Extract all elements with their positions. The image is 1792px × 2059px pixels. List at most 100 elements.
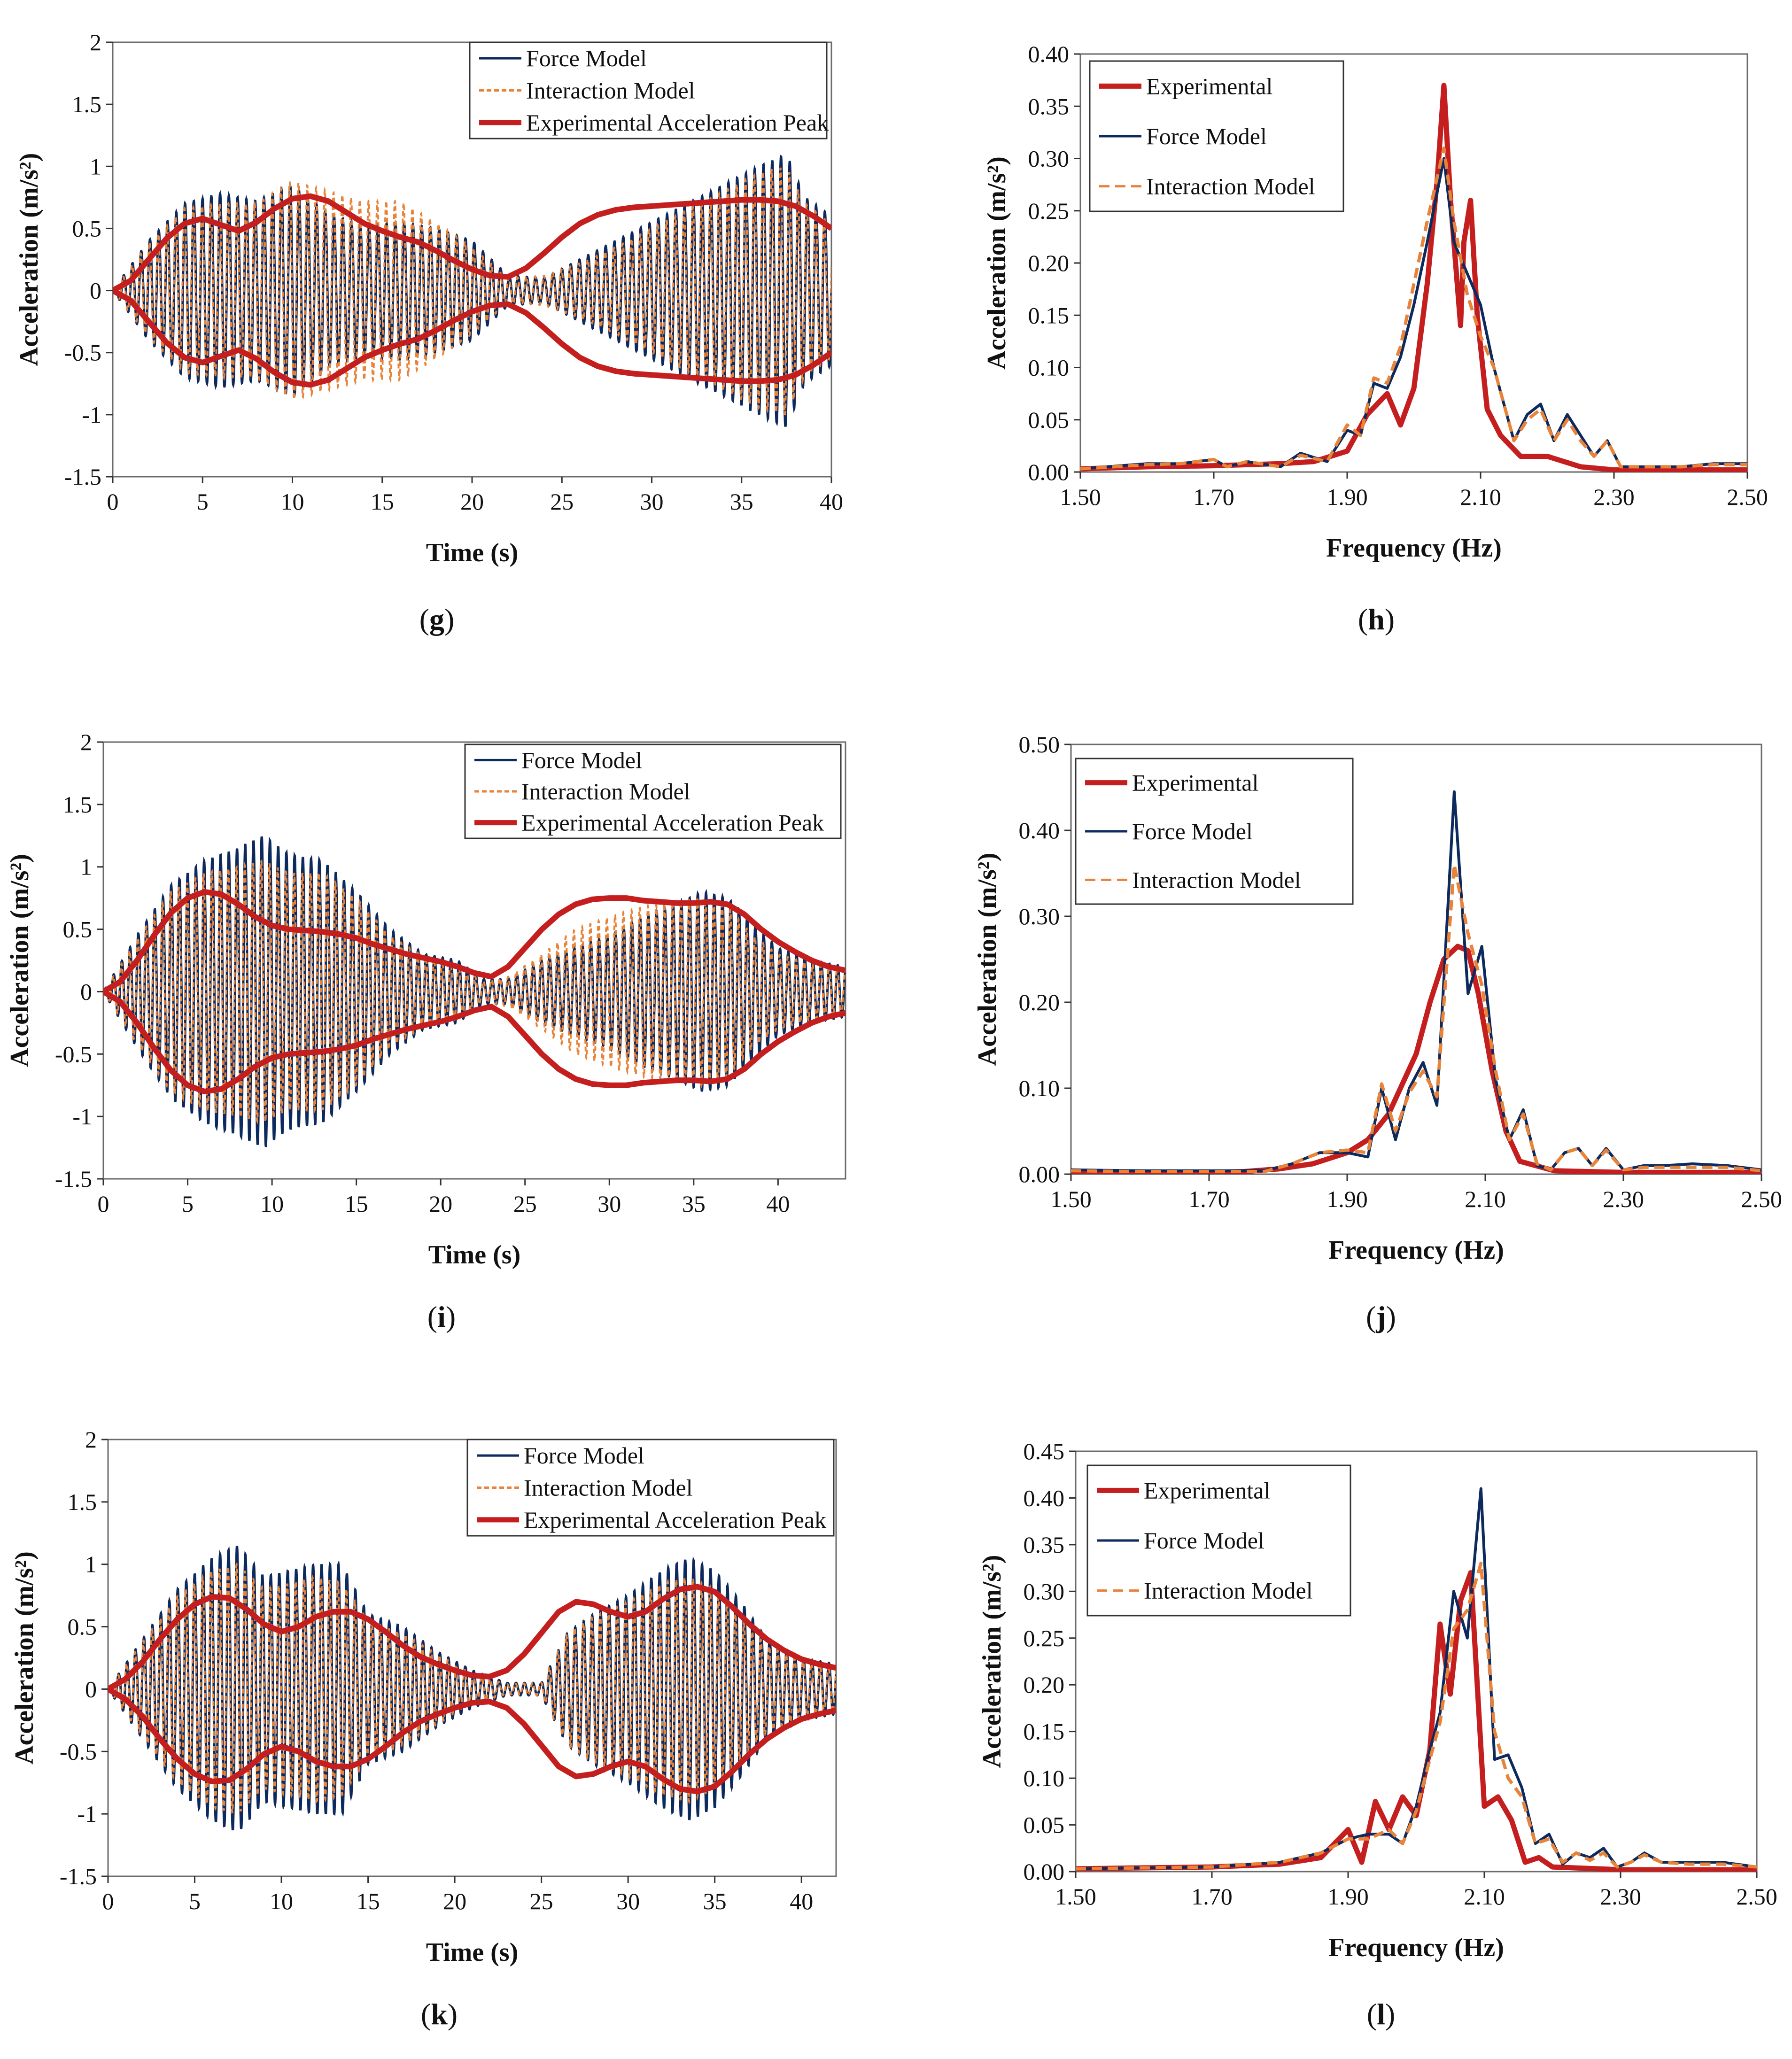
legend-label: Force Model — [1132, 818, 1253, 844]
y-tick-label: 0.40 — [1019, 817, 1060, 844]
x-axis-title: Frequency (Hz) — [1326, 534, 1502, 563]
x-tick-label: 2.10 — [1460, 484, 1501, 510]
y-tick-label: 0.25 — [1024, 1625, 1065, 1651]
x-tick-label: 1.70 — [1188, 1186, 1230, 1212]
x-tick-label: 40 — [766, 1191, 790, 1217]
legend: Force Model Interaction Model Experimental… — [469, 41, 829, 139]
plot-series — [1076, 1487, 1757, 1872]
legend: Force Model Interaction Model Experimental… — [466, 1439, 835, 1537]
x-tick-label: 35 — [703, 1888, 727, 1914]
y-tick-label: -1.5 — [60, 1863, 97, 1889]
y-tick-label: -1 — [77, 1801, 97, 1827]
panel-caption: (h) — [1358, 603, 1395, 636]
y-tick-label: 0.25 — [1028, 198, 1070, 224]
x-tick-label: 0 — [107, 488, 119, 515]
legend-label: Interaction Model — [524, 1475, 693, 1501]
y-tick-label: 0.00 — [1028, 459, 1070, 485]
y-tick-label: 0.20 — [1028, 250, 1070, 276]
y-tick-label: -1 — [72, 1103, 92, 1130]
y-axis-title: Acceleration (m/s²) — [982, 156, 1011, 370]
legend-label: Force Model — [1144, 1527, 1264, 1554]
y-tick-label: 2 — [85, 1426, 97, 1453]
y-tick-label: 1 — [90, 153, 101, 179]
y-tick-label: 1 — [85, 1551, 97, 1578]
y-tick-label: 0.05 — [1024, 1812, 1065, 1838]
x-tick-label: 5 — [197, 488, 209, 515]
x-tick-label: 2.10 — [1464, 1883, 1505, 1910]
series-line-interaction-model — [1071, 863, 1761, 1173]
series-line-experimental — [1076, 1570, 1757, 1872]
envelope-upper — [113, 193, 831, 293]
x-axis-title: Frequency (Hz) — [1328, 1933, 1504, 1962]
y-tick-label: 0 — [90, 278, 101, 304]
legend: Experimental Force Model Interaction Model — [1075, 758, 1354, 905]
legend: Experimental Force Model Interaction Model — [1086, 1464, 1351, 1617]
x-axis-title: Time (s) — [428, 1240, 521, 1269]
x-tick-label: 1.70 — [1193, 484, 1234, 510]
legend-label: Experimental — [1144, 1477, 1270, 1503]
y-tick-label: 0 — [80, 978, 92, 1005]
chart-panel-g: -1.5-1-0.500.511.520 5 10 15 20 25 30 35 40Time … — [15, 29, 843, 636]
x-tick-label: 2.30 — [1603, 1186, 1644, 1212]
y-axis-title: Acceleration (m/s²) — [15, 153, 44, 366]
envelope-lower — [113, 288, 831, 388]
x-tick-label: 1.90 — [1327, 1186, 1368, 1212]
x-tick-label: 25 — [513, 1191, 537, 1217]
legend-label: Interaction Model — [521, 778, 690, 805]
x-tick-label: 30 — [597, 1191, 621, 1217]
x-axis-title: Frequency (Hz) — [1328, 1236, 1504, 1265]
x-tick-label: 1.90 — [1327, 484, 1368, 510]
chart-panel-i: -1.5-1-0.500.511.520 5 10 15 20 25 30 35 40Time … — [5, 729, 846, 1333]
plot-series — [113, 155, 831, 427]
y-tick-label: 0.30 — [1028, 146, 1070, 172]
x-tick-label: 1.90 — [1327, 1883, 1369, 1910]
y-axis-title: Acceleration (m/s²) — [977, 1555, 1007, 1768]
x-tick-label: 25 — [530, 1888, 553, 1914]
legend-label: Experimental — [1132, 770, 1258, 796]
panel-caption: (g) — [419, 603, 455, 636]
y-tick-label: 0.40 — [1024, 1485, 1065, 1511]
y-tick-label: -1.5 — [64, 464, 101, 490]
x-axis-title: Time (s) — [426, 1938, 519, 1967]
y-tick-label: 1.5 — [72, 91, 102, 117]
plot-series — [1071, 790, 1761, 1174]
series-line-interaction-model — [1080, 146, 1747, 471]
y-axis-title: Acceleration (m/s²) — [10, 1551, 39, 1765]
y-tick-label: 0.35 — [1028, 93, 1070, 119]
y-tick-label: 0.5 — [63, 916, 93, 943]
x-tick-label: 15 — [345, 1191, 368, 1217]
x-tick-label: 1.50 — [1060, 484, 1101, 510]
x-axis-title: Time (s) — [426, 538, 519, 567]
x-tick-label: 25 — [550, 488, 574, 515]
y-tick-label: 1.5 — [63, 791, 93, 818]
legend-label: Interaction Model — [1132, 867, 1301, 893]
x-tick-label: 5 — [182, 1191, 194, 1217]
y-tick-label: 0.5 — [72, 215, 102, 241]
y-tick-label: 0.5 — [68, 1614, 97, 1640]
y-tick-label: 0.00 — [1019, 1161, 1060, 1187]
panel-caption: (k) — [421, 1997, 458, 2031]
legend-label: Experimental Acceleration Peak — [524, 1507, 826, 1533]
chart-panel-k: -1.5-1-0.500.511.520 5 10 15 20 25 30 35 40Time … — [10, 1426, 837, 2031]
y-tick-label: 2 — [90, 29, 101, 55]
y-tick-label: 0.20 — [1024, 1672, 1065, 1698]
y-tick-label: 0.10 — [1024, 1765, 1065, 1791]
y-tick-label: 0.30 — [1024, 1578, 1065, 1604]
y-tick-label: 0.40 — [1028, 41, 1070, 67]
y-tick-label: 2 — [80, 729, 92, 755]
legend-label: Interaction Model — [526, 77, 695, 104]
legend-label: Force Model — [526, 45, 647, 71]
x-tick-label: 30 — [640, 488, 664, 515]
x-tick-label: 2.30 — [1600, 1883, 1641, 1910]
y-tick-label: 1.5 — [68, 1489, 97, 1515]
x-tick-label: 1.50 — [1055, 1883, 1096, 1910]
panel-caption: (j) — [1366, 1300, 1396, 1333]
panel-caption: (l) — [1367, 1997, 1395, 2031]
x-tick-label: 1.50 — [1050, 1186, 1092, 1212]
x-tick-label: 40 — [820, 488, 843, 515]
chart-panel-l: 0.00 0.05 0.10 0.15 0.20 0.25 0.30 0.35 0.40 0.45… — [977, 1438, 1777, 2031]
y-tick-label: 0.20 — [1019, 989, 1060, 1015]
plot-series — [1080, 83, 1747, 472]
x-tick-label: 20 — [460, 488, 484, 515]
